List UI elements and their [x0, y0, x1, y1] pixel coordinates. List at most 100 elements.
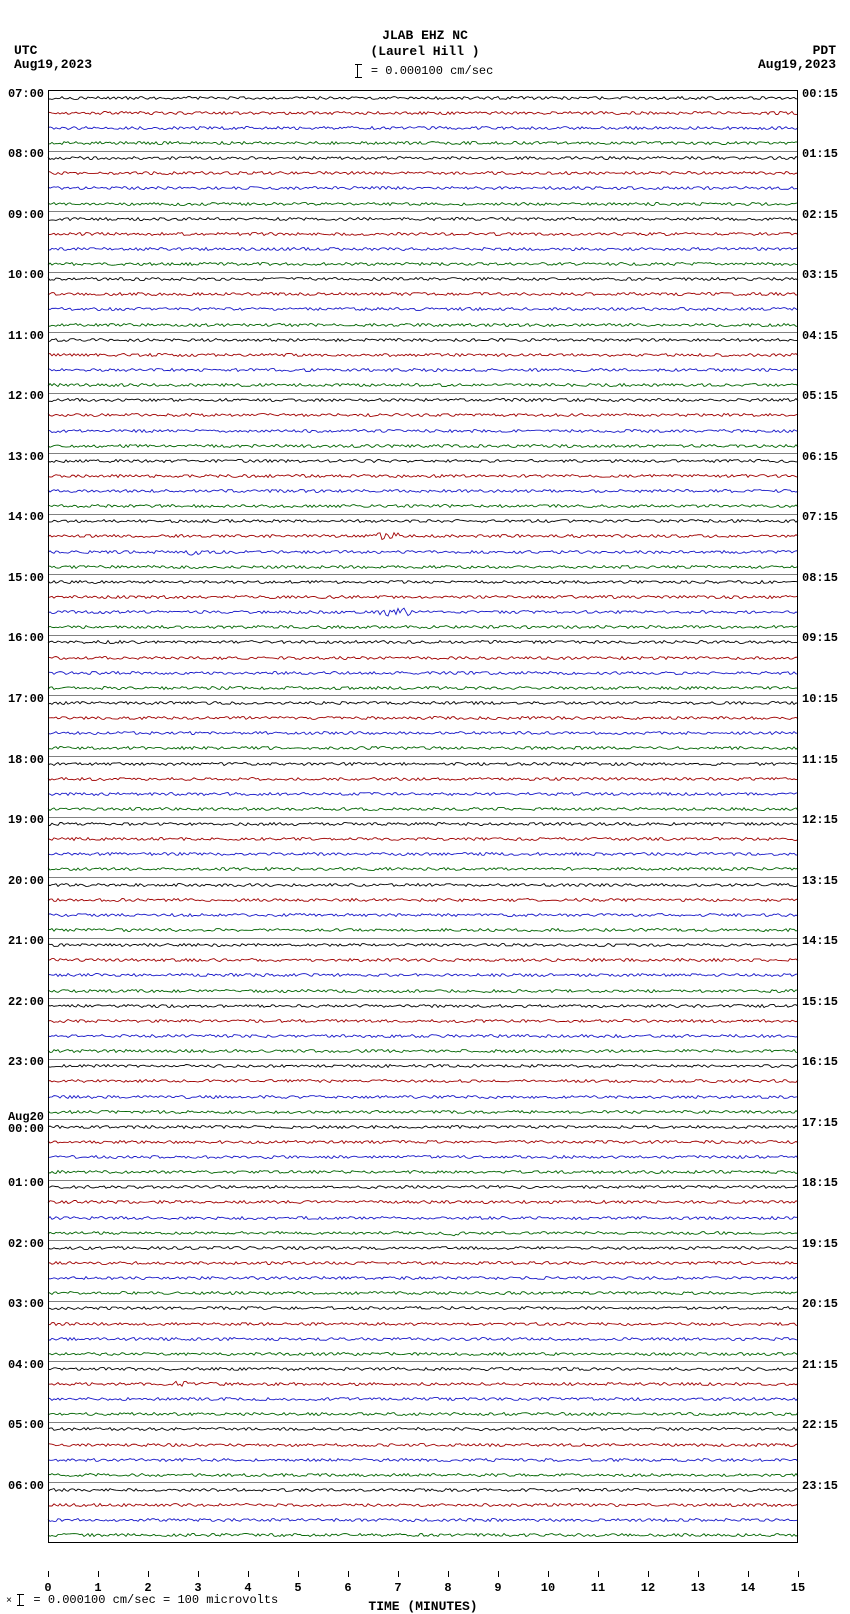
- seismic-trace: [48, 230, 798, 238]
- seismic-trace: [48, 245, 798, 253]
- utc-time-label: 08:00: [8, 147, 48, 161]
- seismic-trace: [48, 1320, 798, 1328]
- utc-time-label: 21:00: [8, 934, 48, 948]
- seismic-trace: [48, 502, 798, 510]
- seismic-trace: 13:0006:15: [48, 457, 798, 465]
- seismic-trace: 01:0018:15: [48, 1183, 798, 1191]
- seismic-trace: [48, 200, 798, 208]
- pdt-time-label: 09:15: [798, 631, 838, 645]
- x-tick: 15: [791, 1581, 805, 1595]
- utc-time-label: 14:00: [8, 510, 48, 524]
- seismic-trace: 23:0016:15: [48, 1062, 798, 1070]
- seismic-trace: [48, 139, 798, 147]
- utc-time-label: 11:00: [8, 329, 48, 343]
- seismic-trace: [48, 1471, 798, 1479]
- seismic-trace: [48, 321, 798, 329]
- seismic-trace: [48, 850, 798, 858]
- seismic-trace: [48, 684, 798, 692]
- seismic-trace: [48, 1395, 798, 1403]
- utc-time-label: 07:00: [8, 87, 48, 101]
- seismic-trace: [48, 442, 798, 450]
- seismic-trace: 05:0022:15: [48, 1425, 798, 1433]
- seismic-trace: [48, 1138, 798, 1146]
- seismic-trace: [48, 548, 798, 556]
- title-line2: (Laurel Hill ): [0, 44, 850, 60]
- seismic-trace: 10:0003:15: [48, 275, 798, 283]
- x-tick: 6: [344, 1581, 351, 1595]
- utc-time-label: 02:00: [8, 1237, 48, 1251]
- seismic-trace: [48, 896, 798, 904]
- utc-time-label: 09:00: [8, 208, 48, 222]
- seismic-trace: [48, 669, 798, 677]
- x-tick: 9: [494, 1581, 501, 1595]
- seismic-trace: 16:0009:15: [48, 638, 798, 646]
- pdt-time-label: 18:15: [798, 1176, 838, 1190]
- seismic-trace: [48, 1093, 798, 1101]
- seismic-trace: 17:0010:15: [48, 699, 798, 707]
- seismic-trace: [48, 956, 798, 964]
- tz-right-label: PDT: [758, 44, 836, 58]
- chart-title: JLAB EHZ NC (Laurel Hill ): [0, 28, 850, 59]
- seismic-trace: [48, 608, 798, 616]
- tz-left-block: UTC Aug19,2023: [14, 44, 92, 73]
- seismic-trace: [48, 1168, 798, 1176]
- seismic-trace: [48, 351, 798, 359]
- x-tick: 7: [394, 1581, 401, 1595]
- seismic-trace: [48, 714, 798, 722]
- seismic-trace: [48, 366, 798, 374]
- seismic-trace: 20:0013:15: [48, 881, 798, 889]
- seismic-trace: 21:0014:15: [48, 941, 798, 949]
- seismic-traces: 07:0000:1508:0001:1509:0002:1510:0003:15…: [48, 90, 798, 1543]
- seismic-trace: 07:0000:15: [48, 94, 798, 102]
- seismic-trace: 14:0007:15: [48, 517, 798, 525]
- seismic-trace: [48, 1516, 798, 1524]
- x-tick: 5: [294, 1581, 301, 1595]
- utc-time-label: 20:00: [8, 874, 48, 888]
- seismic-trace: [48, 1032, 798, 1040]
- seismic-trace: [48, 1380, 798, 1388]
- seismic-trace: [48, 427, 798, 435]
- seismic-trace: 11:0004:15: [48, 336, 798, 344]
- footer-scale-bar-icon: [19, 1594, 20, 1606]
- seismic-trace: [48, 1410, 798, 1418]
- pdt-time-label: 00:15: [798, 87, 838, 101]
- utc-time-label: 17:00: [8, 692, 48, 706]
- utc-time-label: 13:00: [8, 450, 48, 464]
- pdt-time-label: 13:15: [798, 874, 838, 888]
- scale-bar-icon: [357, 64, 358, 78]
- pdt-time-label: 21:15: [798, 1358, 838, 1372]
- seismic-trace: [48, 532, 798, 540]
- utc-time-label: 01:00: [8, 1176, 48, 1190]
- seismic-trace: [48, 169, 798, 177]
- utc-time-label: 18:00: [8, 753, 48, 767]
- seismic-trace: [48, 1077, 798, 1085]
- pdt-time-label: 14:15: [798, 934, 838, 948]
- seismic-trace: 04:0021:15: [48, 1365, 798, 1373]
- seismic-trace: 03:0020:15: [48, 1304, 798, 1312]
- utc-time-label: 05:00: [8, 1418, 48, 1432]
- tz-right-block: PDT Aug19,2023: [758, 44, 836, 73]
- amplitude-scale-legend: = 0.000100 cm/sec: [0, 64, 850, 78]
- pdt-time-label: 23:15: [798, 1479, 838, 1493]
- seismic-trace: [48, 971, 798, 979]
- pdt-time-label: 20:15: [798, 1297, 838, 1311]
- utc-time-label: 04:00: [8, 1358, 48, 1372]
- seismic-trace: [48, 835, 798, 843]
- pdt-time-label: 11:15: [798, 753, 838, 767]
- seismic-trace: 17:15Aug2000:00: [48, 1123, 798, 1131]
- seismic-trace: [48, 1214, 798, 1222]
- seismic-trace: [48, 744, 798, 752]
- pdt-time-label: 01:15: [798, 147, 838, 161]
- seismic-trace: [48, 805, 798, 813]
- seismic-trace: 12:0005:15: [48, 396, 798, 404]
- seismic-trace: 06:0023:15: [48, 1486, 798, 1494]
- seismic-trace: [48, 1153, 798, 1161]
- x-tick: 12: [641, 1581, 655, 1595]
- x-tick: 8: [444, 1581, 451, 1595]
- seismic-trace: [48, 381, 798, 389]
- pdt-time-label: 06:15: [798, 450, 838, 464]
- pdt-time-label: 04:15: [798, 329, 838, 343]
- pdt-time-label: 02:15: [798, 208, 838, 222]
- footer-text: = 0.000100 cm/sec = 100 microvolts: [33, 1593, 278, 1607]
- utc-time-label: 23:00: [8, 1055, 48, 1069]
